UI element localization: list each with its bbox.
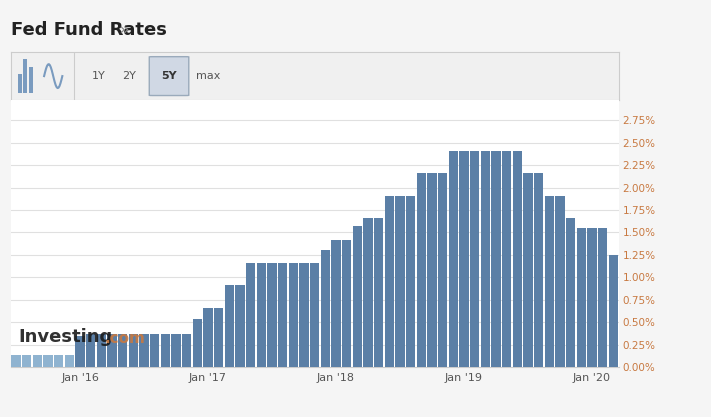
Bar (459, 151, 469, 367)
Bar (385, 196, 394, 367)
Bar (417, 173, 426, 367)
Bar (353, 226, 362, 367)
Bar (534, 173, 543, 367)
Bar (139, 334, 149, 367)
Bar (609, 255, 618, 367)
Bar (374, 218, 383, 367)
Bar (278, 263, 287, 367)
Bar (545, 196, 554, 367)
Bar (22, 355, 31, 367)
Bar (97, 334, 106, 367)
Bar (502, 151, 511, 367)
Bar (289, 263, 298, 367)
Bar (225, 285, 234, 367)
Bar (182, 334, 191, 367)
Bar (33, 355, 42, 367)
Bar (118, 334, 127, 367)
Bar (43, 355, 53, 367)
Bar (86, 334, 95, 367)
Bar (310, 263, 319, 367)
Bar (161, 334, 170, 367)
Bar (587, 228, 597, 367)
Bar (395, 196, 405, 367)
Bar (235, 285, 245, 367)
Bar (331, 241, 341, 367)
Bar (481, 151, 490, 367)
Bar (491, 151, 501, 367)
Bar (470, 151, 479, 367)
Bar (577, 228, 586, 367)
Bar (363, 218, 373, 367)
Bar (23, 59, 28, 93)
Bar (438, 173, 447, 367)
Bar (566, 218, 575, 367)
Bar (257, 263, 266, 367)
Text: »: » (114, 21, 129, 39)
Text: max: max (196, 71, 220, 81)
Bar (427, 173, 437, 367)
Text: .com: .com (105, 331, 146, 346)
Bar (203, 308, 213, 367)
Text: 2Y: 2Y (122, 71, 136, 81)
Bar (193, 319, 202, 367)
Bar (65, 355, 74, 367)
Bar (449, 151, 458, 367)
Bar (75, 336, 85, 367)
Bar (18, 74, 22, 93)
Bar (129, 334, 138, 367)
FancyBboxPatch shape (149, 57, 189, 95)
Bar (107, 334, 117, 367)
Bar (171, 334, 181, 367)
Bar (299, 263, 309, 367)
Bar (513, 151, 522, 367)
Bar (555, 196, 565, 367)
Text: Investing: Investing (18, 328, 112, 346)
Bar (406, 196, 415, 367)
Bar (28, 67, 33, 93)
Bar (11, 355, 21, 367)
Bar (321, 250, 330, 367)
Bar (267, 263, 277, 367)
Text: Fed Fund Rates: Fed Fund Rates (11, 21, 166, 39)
Bar (342, 241, 351, 367)
Bar (214, 308, 223, 367)
Bar (523, 173, 533, 367)
Bar (246, 263, 255, 367)
Text: 5Y: 5Y (161, 71, 176, 81)
Bar (598, 228, 607, 367)
Bar (54, 355, 63, 367)
Bar (150, 334, 159, 367)
Text: 1Y: 1Y (92, 71, 106, 81)
